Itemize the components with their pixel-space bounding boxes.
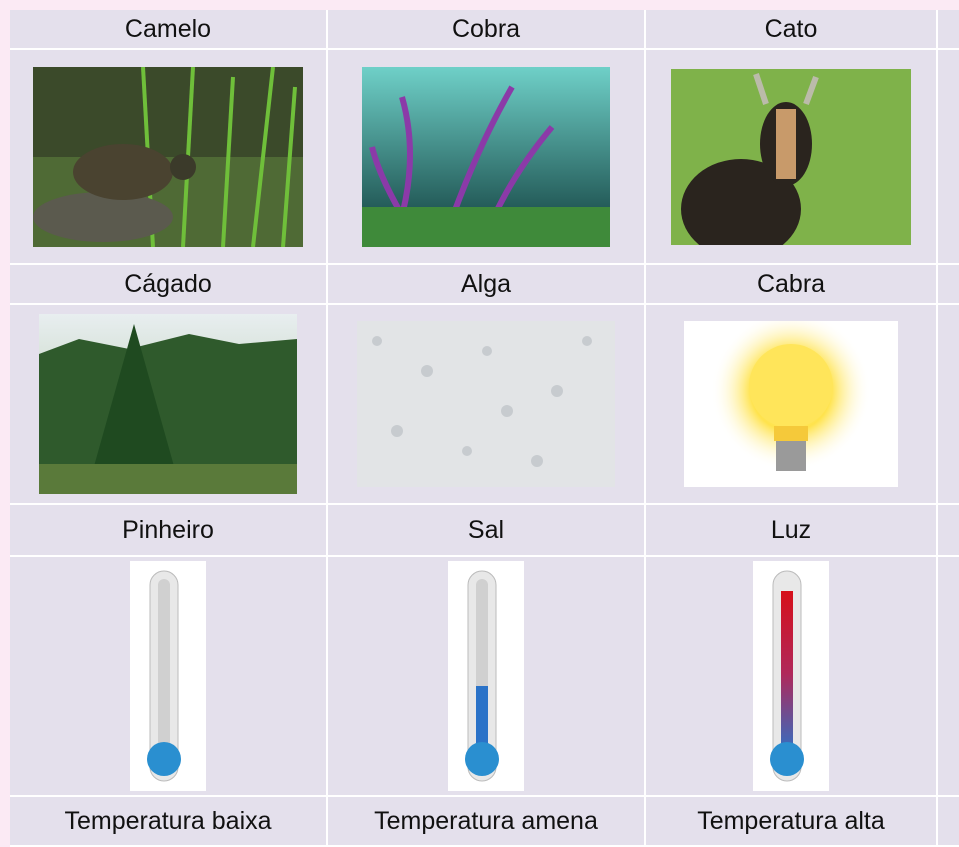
lightbulb-image: [684, 321, 898, 487]
empty-cell: [938, 50, 959, 265]
label: Cabra: [646, 265, 938, 305]
thermometer-low: [130, 561, 206, 791]
image-cell: [646, 50, 938, 265]
label: Cato: [646, 10, 938, 50]
label: Temperatura alta: [646, 797, 938, 847]
empty-cell: [938, 305, 959, 505]
label: Temperatura amena: [328, 797, 646, 847]
image-cell: [10, 50, 328, 265]
thermometer-mild: [448, 561, 524, 791]
image-cell: [328, 50, 646, 265]
image-cell: [646, 557, 938, 797]
empty-cell: [938, 797, 959, 847]
worksheet-table: Camelo Cobra Cato Cágado Alga Ca: [10, 10, 959, 847]
goat-image: [671, 68, 911, 245]
image-cell: [10, 557, 328, 797]
empty-cell: [938, 557, 959, 797]
seaweed-image: [362, 66, 610, 247]
empty-cell: [938, 10, 959, 50]
label: Sal: [328, 505, 646, 557]
empty-cell: [938, 265, 959, 305]
thermometer-high: [753, 561, 829, 791]
label: Luz: [646, 505, 938, 557]
label: Pinheiro: [10, 505, 328, 557]
turtle-image: [33, 66, 303, 247]
empty-cell: [938, 505, 959, 557]
label: Alga: [328, 265, 646, 305]
label: Temperatura baixa: [10, 797, 328, 847]
image-cell: [328, 557, 646, 797]
label: Cágado: [10, 265, 328, 305]
salt-image: [357, 321, 615, 487]
pine-image: [39, 314, 297, 494]
image-cell: [328, 305, 646, 505]
image-cell: [646, 305, 938, 505]
image-cell: [10, 305, 328, 505]
label: Camelo: [10, 10, 328, 50]
label: Cobra: [328, 10, 646, 50]
